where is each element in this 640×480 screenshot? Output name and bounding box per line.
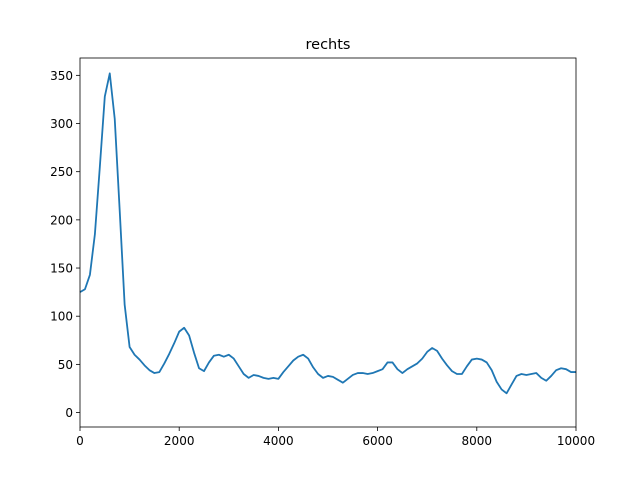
y-tick-label: 250 [50,165,73,179]
y-tick-label: 100 [50,310,73,324]
chart-title: rechts [306,37,351,53]
x-tick-label: 2000 [164,434,195,448]
y-tick-label: 300 [50,117,73,131]
y-tick-label: 150 [50,262,73,276]
x-axis: 0 2000 4000 6000 8000 10000 [76,427,595,448]
y-tick-label: 50 [58,358,73,372]
x-tick-label: 4000 [263,434,294,448]
y-tick-label: 0 [65,406,73,420]
y-tick-label: 200 [50,213,73,227]
x-tick-label: 8000 [462,434,493,448]
series-line-0 [79,72,576,395]
plot-frame [79,57,577,428]
x-tick-label: 10000 [557,434,595,448]
y-tick-label: 350 [50,69,73,83]
x-tick-label: 6000 [362,434,393,448]
x-tick-label: 0 [76,434,84,448]
y-axis: 0 50 100 150 200 250 300 350 [50,69,80,420]
plot-area [79,72,576,395]
